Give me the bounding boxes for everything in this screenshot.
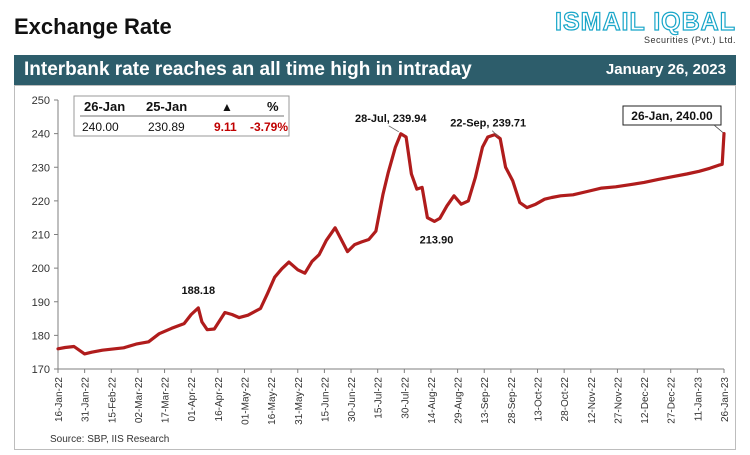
x-tick-label: 28-Oct-22 (560, 377, 571, 422)
x-tick-label: 13-Oct-22 (534, 377, 545, 422)
y-tick-label: 170 (32, 364, 50, 376)
x-tick-label: 16-Jan-22 (54, 377, 65, 422)
banner-title: Interbank rate reaches an all time high … (24, 59, 472, 80)
summary-header-current: 26-Jan (84, 99, 125, 114)
x-tick-label: 15-Jul-22 (374, 377, 385, 419)
x-tick-label: 29-Aug-22 (454, 377, 465, 424)
x-tick-label: 28-Sep-22 (507, 377, 518, 424)
exchange-rate-chart: 170 180 190 200 210 220 230 240 250 16-Jan-22 31-… (14, 85, 736, 450)
x-tick-label: 17-Mar-22 (161, 377, 172, 424)
y-tick-label: 180 (32, 330, 50, 342)
annotation-aug-low: 213.90 (420, 234, 454, 246)
x-tick-label: 26-Jan-23 (720, 377, 731, 422)
annotation-jul-leader (388, 125, 399, 133)
x-tick-label: 14-Aug-22 (427, 377, 438, 424)
annotation-jan-leader (713, 124, 724, 133)
summary-value-previous: 230.89 (148, 120, 185, 134)
annotation-layer: 188.18 28-Jul, 239.94 213.90 22-Sep, 239.71… (181, 105, 724, 297)
summary-value-percent: -3.79% (250, 120, 288, 134)
y-tick-label: 200 (32, 263, 50, 275)
page-title: Exchange Rate (14, 14, 172, 39)
y-axis-labels: 170 180 190 200 210 220 230 240 250 (32, 95, 50, 376)
x-tick-label: 01-Apr-22 (187, 377, 198, 422)
x-axis-labels: 16-Jan-22 31-Jan-22 15-Feb-22 02-Mar-22 17-M… (54, 377, 731, 425)
x-tick-label: 15-Jun-22 (320, 377, 331, 422)
annotation-jan-box (622, 105, 722, 126)
x-tick-label: 01-May-22 (240, 377, 251, 425)
annotation-jan-latest: 26-Jan, 240.00 (631, 109, 713, 123)
y-tick-label: 240 (32, 129, 50, 141)
banner-date: January 26, 2023 (605, 61, 726, 78)
chart-axes (14, 85, 736, 450)
summary-header-percent: % (267, 99, 279, 114)
x-tick-label: 15-Feb-22 (107, 377, 118, 424)
x-tick-label: 27-Nov-22 (613, 377, 624, 424)
logo-text: ISMAIL IQBAL (554, 7, 736, 36)
summary-value-change: 9.11 (214, 120, 237, 134)
x-tick-label: 16-May-22 (267, 377, 278, 425)
annotation-sep-peak: 22-Sep, 239.71 (450, 118, 526, 130)
annotation-sep-leader (491, 130, 499, 137)
title-banner: Interbank rate reaches an all time high … (14, 55, 736, 85)
x-tick-label: 12-Nov-22 (587, 377, 598, 424)
y-tick-label: 210 (32, 230, 50, 242)
y-tick-label: 230 (32, 162, 50, 174)
source-note: Source: SBP, IIS Research (50, 434, 170, 445)
x-tick-label: 11-Jan-23 (693, 377, 704, 422)
x-tick-label: 27-Dec-22 (667, 377, 678, 424)
y-tick-label: 250 (32, 95, 50, 107)
summary-table: 26-Jan 25-Jan ▲ % 240.00 230.89 9.11 -3.… (73, 95, 290, 137)
y-tick-label: 220 (32, 196, 50, 208)
series-line (56, 131, 726, 356)
annotation-apr-peak: 188.18 (181, 285, 215, 297)
chart-container: 170 180 190 200 210 220 230 240 250 16-Jan-22 31-… (14, 85, 736, 450)
summary-value-current: 240.00 (82, 120, 119, 134)
company-logo: ISMAIL IQBAL Securities (Pvt.) Ltd. (554, 7, 736, 45)
summary-header-previous: 25-Jan (146, 99, 187, 114)
x-tick-label: 30-Jun-22 (347, 377, 358, 422)
y-tick-label: 190 (32, 297, 50, 309)
x-tick-label: 31-May-22 (294, 377, 305, 425)
x-tick-label: 16-Apr-22 (214, 377, 225, 422)
x-tick-label: 13-Sep-22 (480, 377, 491, 424)
x-tick-label: 30-Jul-22 (400, 377, 411, 419)
logo-subtitle: Securities (Pvt.) Ltd. (643, 35, 736, 45)
x-tick-label: 02-Mar-22 (134, 377, 145, 424)
series-layer (56, 131, 726, 356)
x-tick-label: 31-Jan-22 (81, 377, 92, 422)
summary-header-change: ▲ (221, 100, 233, 114)
x-tick-label: 12-Dec-22 (640, 377, 651, 424)
annotation-jul-peak: 28-Jul, 239.94 (355, 113, 427, 125)
